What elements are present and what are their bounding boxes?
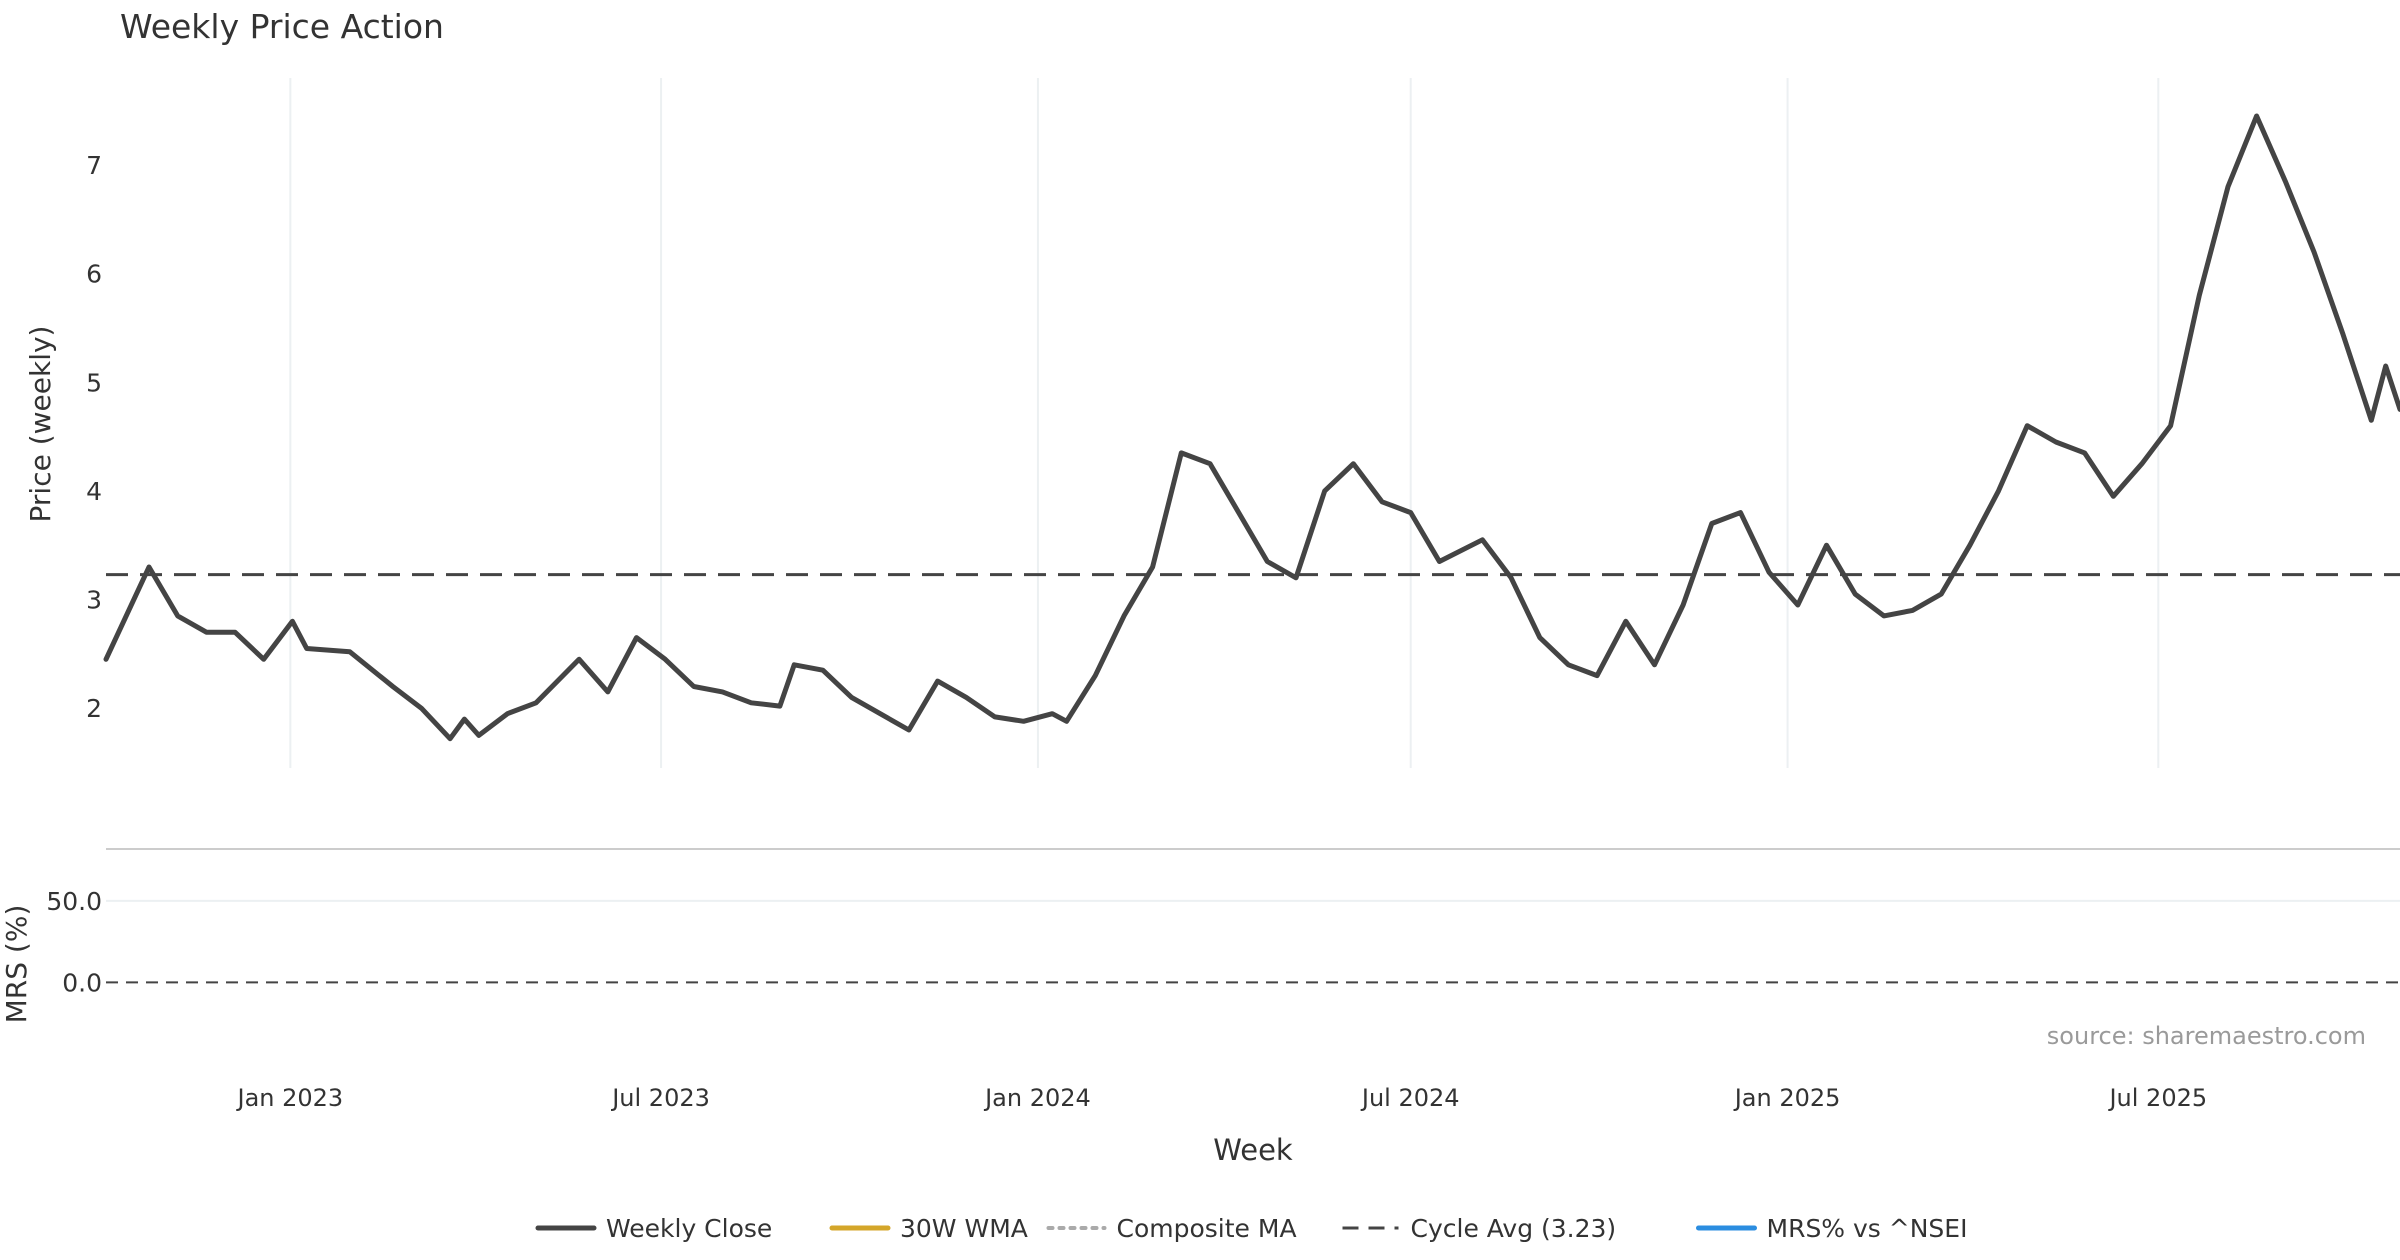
legend-label-weekly-close: Weekly Close xyxy=(606,1214,772,1243)
x-tick-label: Jan 2024 xyxy=(983,1084,1091,1112)
price-y-tick-label: 4 xyxy=(86,477,102,506)
mrs-y-axis: 50.0 0.0 xyxy=(46,887,102,997)
price-y-axis-label: Price (weekly) xyxy=(24,326,57,523)
price-y-tick-label: 3 xyxy=(86,586,102,615)
price-y-tick-label: 7 xyxy=(86,151,102,180)
price-y-tick-label: 6 xyxy=(86,260,102,289)
price-grid xyxy=(289,78,2160,768)
x-tick-label: Jan 2025 xyxy=(1733,1084,1841,1112)
x-tick-label: Jul 2025 xyxy=(2107,1084,2207,1112)
legend-label-composite-ma: Composite MA xyxy=(1117,1214,1297,1243)
price-y-tick-label: 2 xyxy=(86,694,102,723)
x-axis: Jan 2023 Jul 2023 Jan 2024 Jul 2024 Jan 2025… xyxy=(235,1084,2207,1112)
legend: Weekly Close 30W WMA Composite MA Cycle Avg… xyxy=(535,1214,1968,1243)
mrs-y-tick-label: 50.0 xyxy=(46,887,102,916)
mrs-y-axis-label: MRS (%) xyxy=(0,905,33,1024)
legend-label-mrs-vs-nsei: MRS% vs ^NSEI xyxy=(1767,1214,1968,1243)
x-axis-label: Week xyxy=(1213,1133,1293,1167)
price-y-axis: 2 3 4 5 6 7 xyxy=(86,151,102,723)
chart-title: Weekly Price Action xyxy=(120,7,444,46)
x-tick-label: Jul 2023 xyxy=(610,1084,710,1112)
legend-label-30w-wma: 30W WMA xyxy=(900,1214,1028,1243)
mrs-y-tick-label: 0.0 xyxy=(62,968,102,997)
x-tick-label: Jan 2023 xyxy=(235,1084,343,1112)
legend-label-cycle-avg-3-23: Cycle Avg (3.23) xyxy=(1411,1214,1617,1243)
series-weekly-close xyxy=(103,113,2400,742)
series-layer xyxy=(103,113,2400,984)
x-tick-label: Jul 2024 xyxy=(1360,1084,1460,1112)
price-y-tick-label: 5 xyxy=(86,368,102,397)
source-annotation: source: sharemaestro.com xyxy=(2047,1022,2366,1050)
